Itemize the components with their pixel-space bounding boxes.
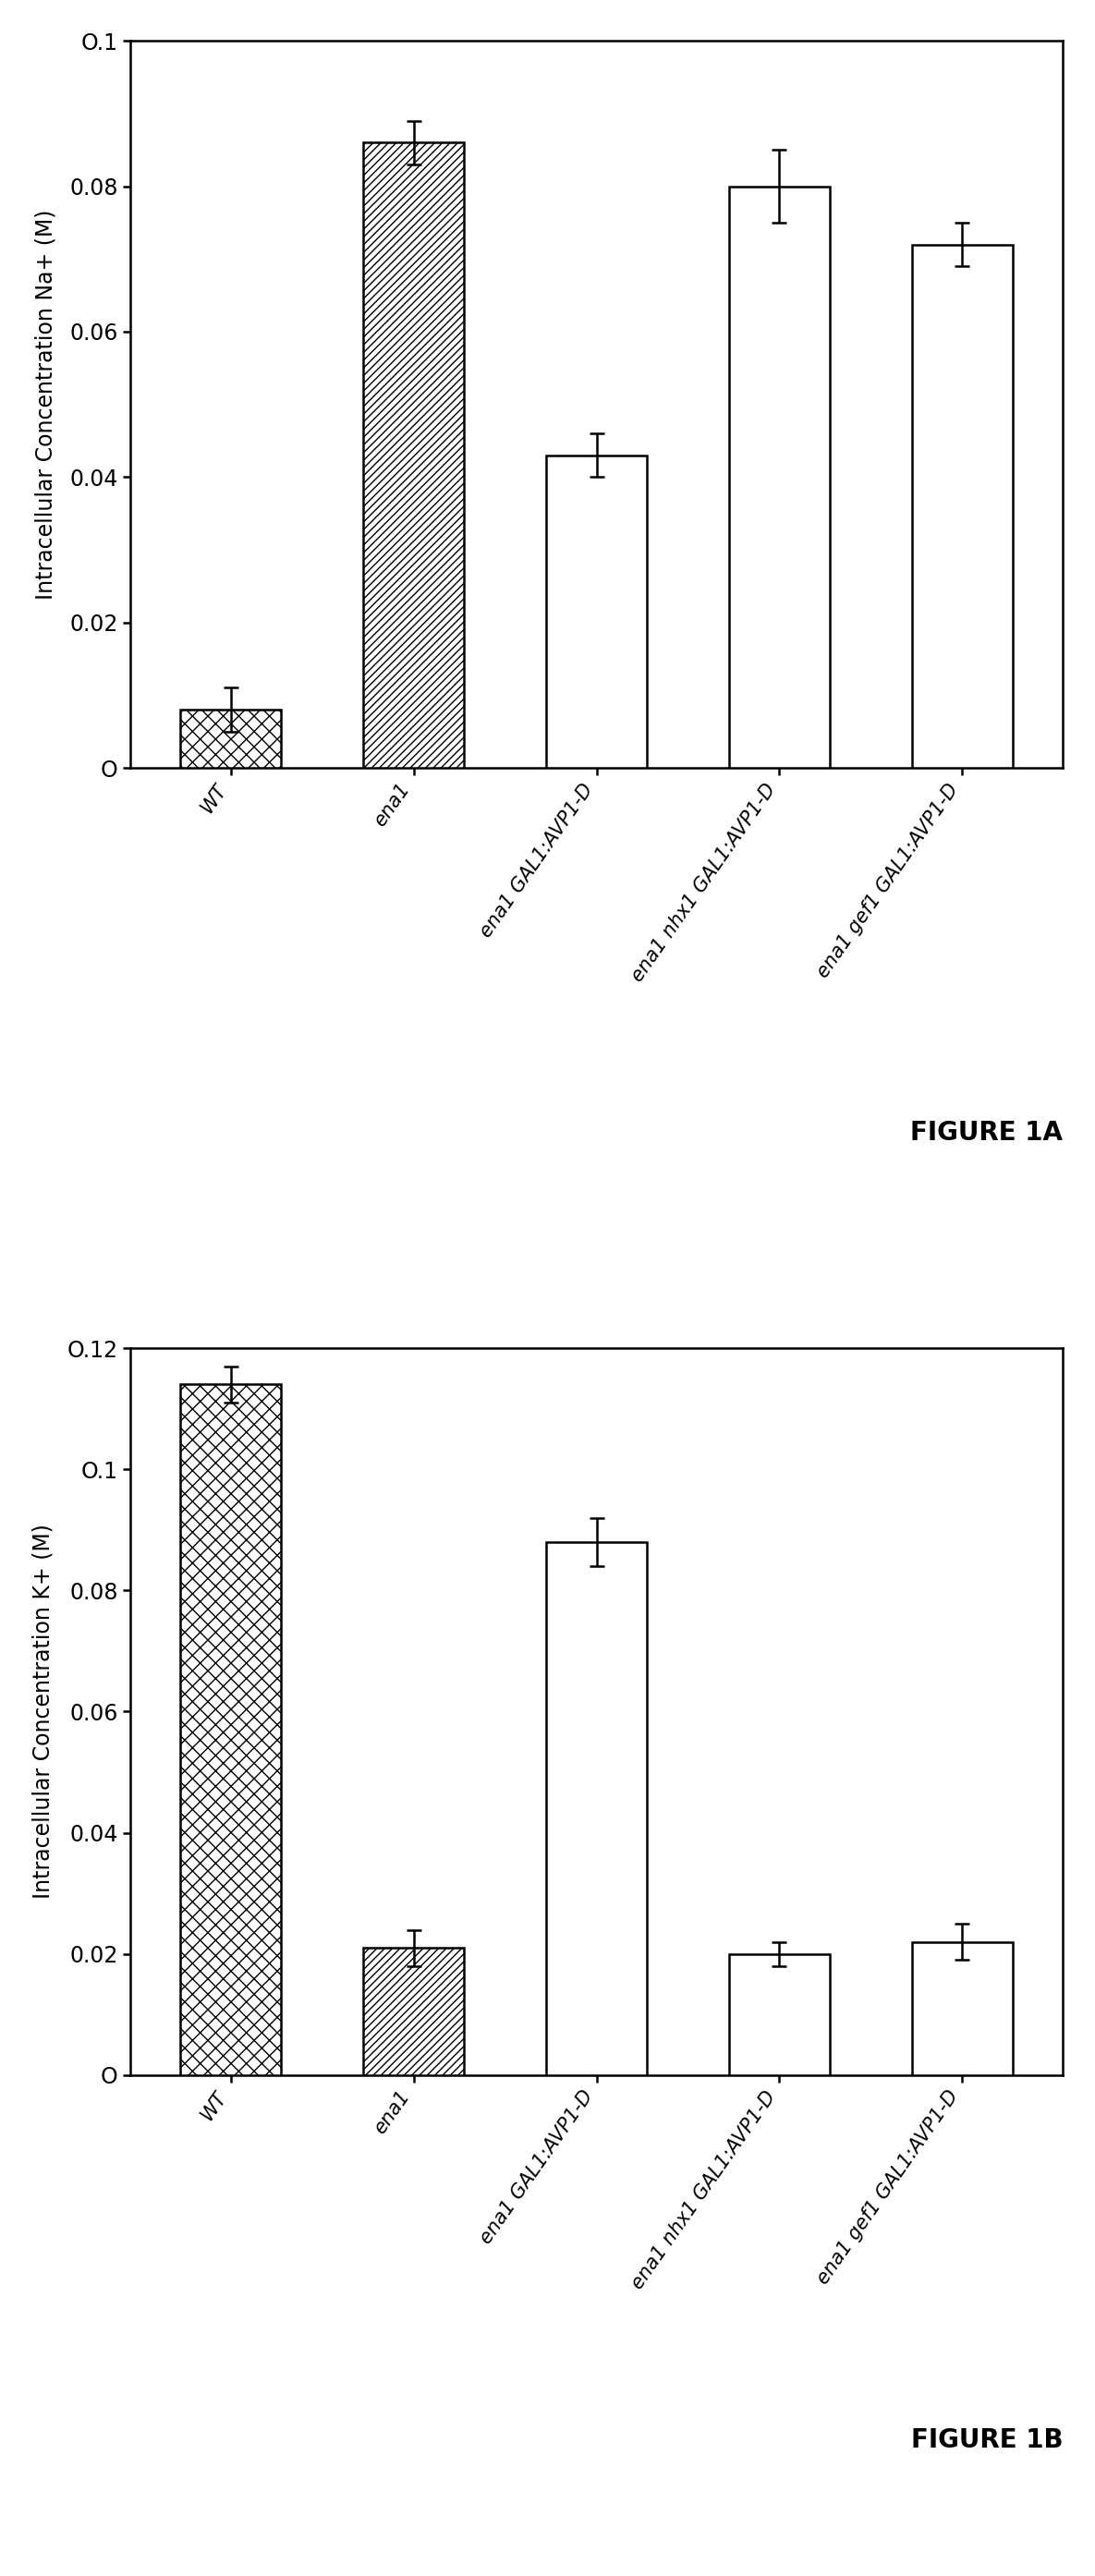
Bar bbox=[912, 1942, 1013, 2076]
Bar bbox=[546, 1543, 647, 2076]
Bar bbox=[912, 245, 1013, 768]
Bar bbox=[181, 1383, 281, 2076]
Text: FIGURE 1A: FIGURE 1A bbox=[910, 1121, 1063, 1146]
Y-axis label: Intracellular Concentration Na+ (M): Intracellular Concentration Na+ (M) bbox=[34, 209, 57, 600]
Bar bbox=[729, 1955, 830, 2076]
Y-axis label: Intracellular Concentration K+ (M): Intracellular Concentration K+ (M) bbox=[32, 1525, 55, 1899]
Bar bbox=[729, 185, 830, 768]
Bar bbox=[546, 456, 647, 768]
Text: FIGURE 1B: FIGURE 1B bbox=[911, 2427, 1063, 2452]
Bar bbox=[181, 708, 281, 768]
Bar bbox=[364, 1947, 464, 2076]
Bar bbox=[364, 142, 464, 768]
